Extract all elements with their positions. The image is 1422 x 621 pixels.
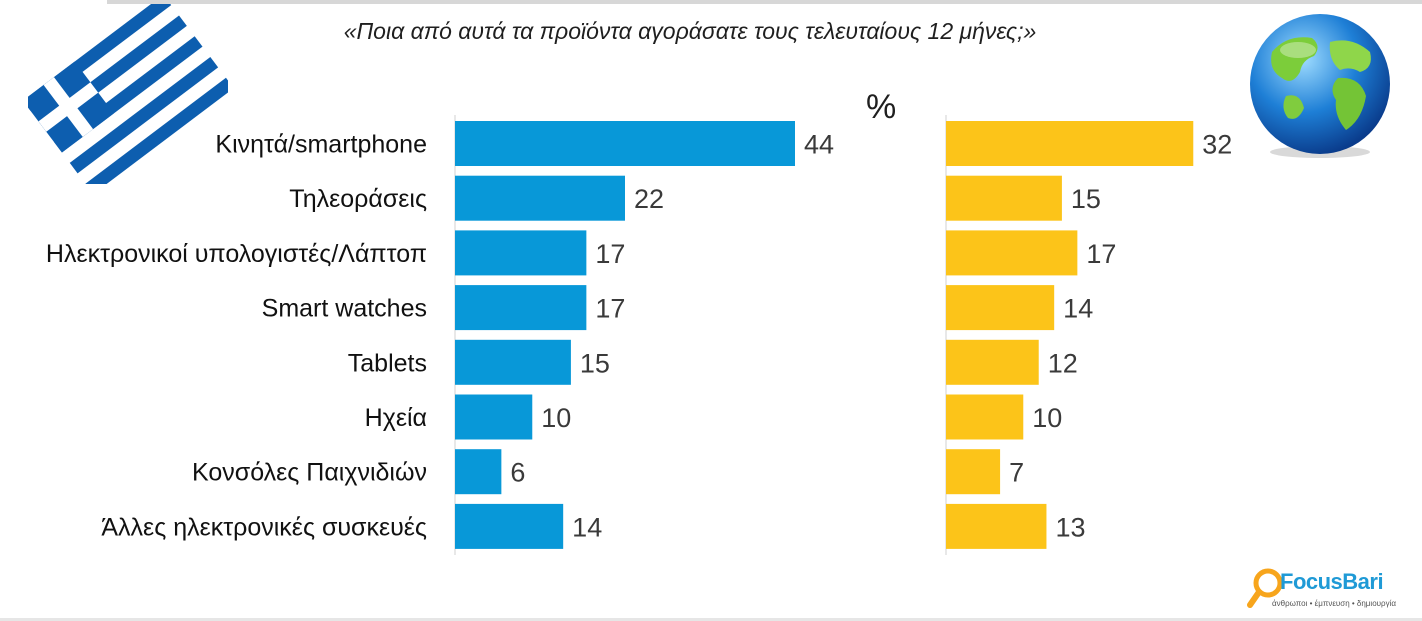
- category-label: Κονσόλες Παιχνιδιών: [192, 459, 427, 487]
- category-label: Κινητά/smartphone: [215, 131, 427, 159]
- global-value-label: 15: [1071, 184, 1101, 214]
- greece-value-label: 17: [595, 294, 625, 324]
- globe-icon: [1242, 12, 1402, 167]
- global-bar: [946, 121, 1194, 166]
- greece-bar: [455, 339, 571, 385]
- global-bar: [946, 230, 1078, 276]
- magnifier-icon: [1247, 568, 1283, 608]
- greece-bar: [455, 503, 564, 549]
- greece-value-label: 10: [541, 403, 571, 433]
- global-bar: [946, 449, 1001, 495]
- greece-value-label: 22: [634, 184, 664, 214]
- greece-value-label: 44: [804, 130, 834, 160]
- greek-flag-icon: [22, 0, 234, 195]
- greece-bar: [455, 449, 502, 495]
- category-label: Ηλεκτρονικοί υπολογιστές/Λάπτοπ: [46, 240, 427, 268]
- greece-value-label: 14: [572, 512, 602, 542]
- greece-value-label: 17: [595, 239, 625, 269]
- category-label: Άλλες ηλεκτρονικές συσκευές: [101, 513, 427, 541]
- greece-value-label: 6: [510, 458, 525, 488]
- global-bar: [946, 175, 1062, 221]
- global-bar: [946, 285, 1055, 331]
- greece-bar: [455, 394, 533, 440]
- category-label: Ηχεία: [365, 404, 427, 432]
- global-bar: [946, 339, 1039, 385]
- global-value-label: 17: [1086, 239, 1116, 269]
- category-label: Τηλεοράσεις: [289, 185, 427, 213]
- top-divider: [107, 0, 1422, 4]
- global-value-label: 32: [1202, 130, 1232, 160]
- global-value-label: 12: [1048, 348, 1078, 378]
- greece-value-label: 15: [580, 348, 610, 378]
- bottom-divider: [0, 618, 1422, 621]
- survey-question: «Ποια από αυτά τα προϊόντα αγοράσατε του…: [343, 18, 1037, 44]
- global-bar: [946, 394, 1024, 440]
- greece-bar: [455, 230, 587, 276]
- logo-tagline: άνθρωποι • έμπνευση • δημιουργία: [1272, 599, 1396, 608]
- global-value-label: 10: [1032, 403, 1062, 433]
- global-value-label: 14: [1063, 294, 1093, 324]
- unit-label: %: [866, 88, 897, 126]
- category-label: Smart watches: [262, 295, 427, 323]
- global-value-label: 13: [1055, 512, 1085, 542]
- category-label: Tablets: [348, 349, 427, 377]
- greece-bar: [455, 121, 795, 166]
- greece-bar: [455, 285, 587, 331]
- greece-bar: [455, 175, 625, 221]
- global-bar: [946, 503, 1047, 549]
- logo-name: FocusBari: [1280, 569, 1384, 594]
- global-value-label: 7: [1009, 458, 1024, 488]
- focusbari-logo: FocusBari άνθρωποι • έμπνευση • δημιουργ…: [1246, 565, 1418, 615]
